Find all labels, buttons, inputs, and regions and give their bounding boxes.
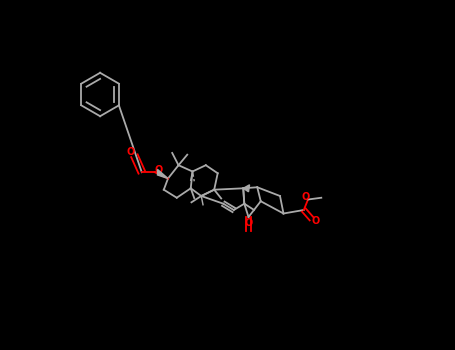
Text: O: O: [155, 166, 163, 175]
Polygon shape: [157, 169, 168, 178]
Text: O: O: [126, 147, 134, 157]
Text: O: O: [244, 218, 253, 228]
Text: O: O: [301, 192, 309, 202]
Text: O: O: [312, 216, 320, 225]
Polygon shape: [243, 185, 249, 192]
